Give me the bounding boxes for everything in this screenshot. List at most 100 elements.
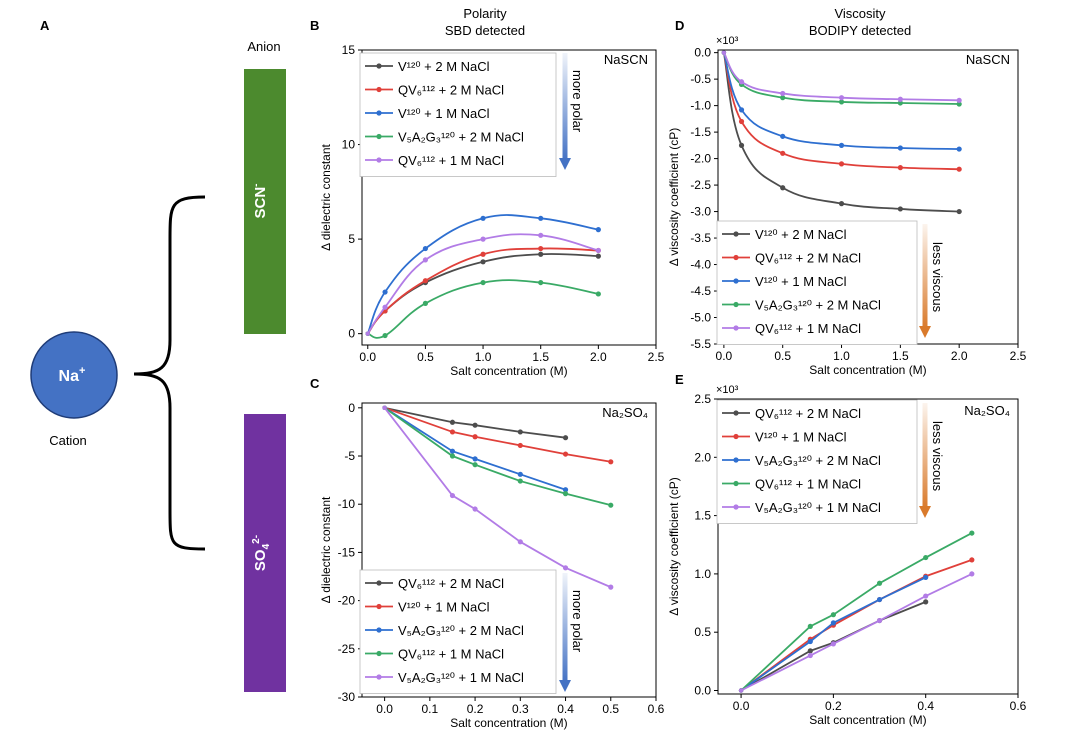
data-point bbox=[562, 491, 569, 497]
data-point bbox=[472, 462, 478, 468]
y-tick-label: -25 bbox=[338, 642, 356, 656]
data-point bbox=[480, 259, 486, 265]
plot-frame bbox=[361, 49, 657, 346]
arrow-shaft bbox=[922, 403, 928, 508]
x-tick-label: 0.5 bbox=[417, 350, 434, 364]
series-line-1 bbox=[367, 247, 599, 335]
axis-multiplier: ×10³ bbox=[716, 35, 739, 47]
data-point bbox=[956, 97, 962, 103]
x-tick-label: 0.6 bbox=[648, 702, 665, 716]
legend-label: V₅A₂G₃¹²⁰ + 2 M NaCl bbox=[755, 453, 881, 468]
legend-swatch-marker bbox=[733, 504, 739, 510]
data-point bbox=[365, 331, 370, 336]
arrow-label: more polar bbox=[570, 70, 585, 133]
data-point bbox=[595, 253, 601, 259]
legend-label: V¹²⁰ + 1 M NaCl bbox=[398, 600, 490, 615]
data-point bbox=[480, 279, 486, 286]
legend-label: V₅A₂G₃¹²⁰ + 2 M NaCl bbox=[755, 298, 881, 313]
series-line-3 bbox=[384, 407, 611, 507]
data-point bbox=[830, 612, 836, 618]
x-tick-label: 1.5 bbox=[532, 350, 549, 364]
legend-label: V¹²⁰ + 2 M NaCl bbox=[755, 227, 847, 242]
data-point bbox=[517, 471, 523, 477]
arrow-shaft bbox=[922, 224, 928, 328]
legend-swatch-marker bbox=[733, 410, 739, 416]
y-tick-label: -5.0 bbox=[690, 311, 711, 325]
y-tick-label: -1.5 bbox=[690, 125, 711, 139]
data-point bbox=[956, 101, 962, 107]
y-tick-label: 1.5 bbox=[694, 509, 711, 523]
data-point bbox=[897, 165, 903, 171]
data-point bbox=[738, 107, 745, 113]
data-point bbox=[449, 492, 456, 499]
charts-container: B 0.0 0.5 1.0 1.5 2.0 2.5 0 5 10 15 Salt concentrat… bbox=[310, 18, 1027, 730]
data-point bbox=[517, 478, 523, 484]
legend-box bbox=[359, 569, 557, 694]
salt-annotation: Na₂SO₄ bbox=[602, 405, 648, 420]
data-point bbox=[595, 227, 601, 233]
x-tick-label: 0.5 bbox=[774, 349, 791, 363]
data-point bbox=[738, 688, 744, 693]
column-title-left: Polarity SBD detected bbox=[445, 6, 525, 38]
data-point bbox=[562, 487, 569, 493]
y-tick-label: 2.5 bbox=[694, 392, 711, 406]
data-point bbox=[562, 435, 569, 441]
data-point bbox=[897, 206, 903, 212]
data-point bbox=[923, 554, 929, 561]
arrow-label: less viscous bbox=[930, 421, 945, 492]
y-tick-label: -4.0 bbox=[690, 258, 711, 272]
data-point bbox=[472, 434, 478, 440]
x-tick-label: 0.4 bbox=[917, 699, 934, 713]
data-point bbox=[382, 332, 388, 339]
column-title-left-line1: Polarity bbox=[463, 6, 507, 21]
data-point bbox=[738, 118, 745, 125]
data-point bbox=[422, 300, 429, 306]
anion-bar-scn-label: SCN- bbox=[251, 183, 269, 218]
data-point bbox=[838, 95, 845, 101]
arrow-head bbox=[559, 158, 571, 170]
data-point bbox=[838, 99, 845, 105]
chart-c: C 0.0 0.1 0.2 0.3 0.4 0.5 0.6 0 -5 -10 -15 -20 -25 -30… bbox=[310, 376, 665, 730]
arrow-shaft bbox=[562, 573, 568, 682]
legend-label: V¹²⁰ + 2 M NaCl bbox=[398, 59, 490, 74]
series-line-0 bbox=[722, 52, 960, 213]
x-tick-label: 2.5 bbox=[1010, 349, 1027, 363]
data-point bbox=[382, 289, 388, 295]
y-tick-label: -2.5 bbox=[690, 178, 711, 192]
x-tick-label: 0.5 bbox=[602, 702, 619, 716]
salt-annotation: NaSCN bbox=[604, 52, 648, 67]
data-point bbox=[538, 245, 544, 252]
y-tick-label: -3.0 bbox=[690, 205, 711, 219]
panel-letter: B bbox=[310, 18, 319, 33]
y-tick-label: 0 bbox=[348, 327, 355, 341]
anion-heading: Anion bbox=[247, 39, 280, 54]
legend-label: QV₆¹¹² + 1 M NaCl bbox=[398, 153, 504, 168]
y-axis-label: Δ dielectric constant bbox=[319, 496, 333, 603]
data-point bbox=[780, 185, 786, 191]
arrow-shaft bbox=[562, 53, 568, 160]
legend-label: V₅A₂G₃¹²⁰ + 1 M NaCl bbox=[755, 500, 881, 515]
series-line-4 bbox=[367, 233, 599, 335]
data-point bbox=[780, 90, 786, 97]
data-point bbox=[538, 232, 544, 238]
data-point bbox=[738, 142, 745, 148]
data-point bbox=[382, 304, 388, 310]
x-axis-label: Salt concentration (M) bbox=[809, 713, 926, 727]
x-tick-label: 2.0 bbox=[951, 349, 968, 363]
x-tick-label: 2.5 bbox=[648, 350, 665, 364]
y-tick-label: -3.5 bbox=[690, 231, 711, 245]
legend-swatch-marker bbox=[376, 650, 382, 657]
data-point bbox=[608, 502, 614, 508]
panel-letter: C bbox=[310, 376, 320, 391]
data-point bbox=[422, 245, 429, 252]
data-point bbox=[449, 429, 456, 435]
legend-swatch-marker bbox=[733, 433, 739, 440]
x-tick-label: 0.0 bbox=[716, 349, 733, 363]
y-tick-label: -15 bbox=[338, 545, 356, 559]
data-point bbox=[780, 150, 786, 156]
panel-a-letter: A bbox=[40, 18, 50, 33]
legend-swatch-marker bbox=[376, 133, 382, 140]
x-tick-label: 0.0 bbox=[376, 702, 393, 716]
cation-label: Cation bbox=[49, 433, 87, 448]
data-point bbox=[838, 161, 845, 167]
